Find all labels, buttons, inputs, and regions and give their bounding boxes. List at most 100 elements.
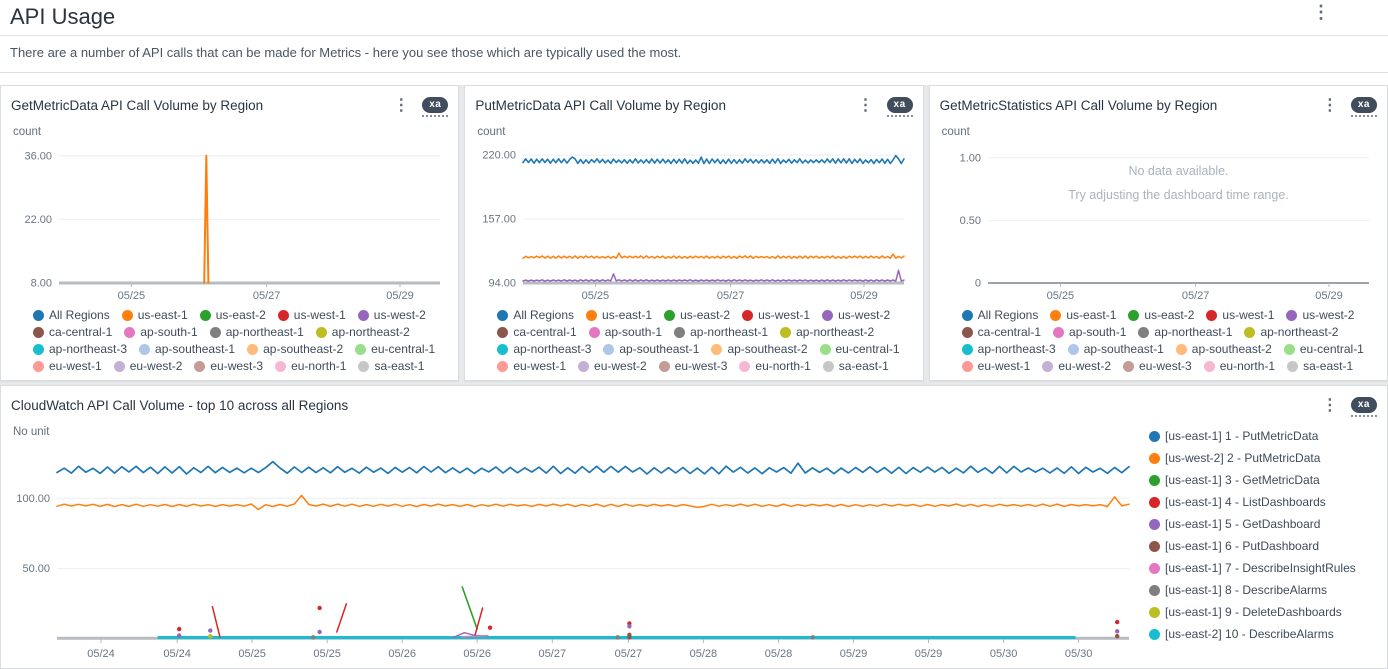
legend-item[interactable]: sa-east-1 <box>358 359 424 373</box>
legend-label: ca-central-1 <box>49 325 113 339</box>
legend-item[interactable]: eu-west-2 <box>1042 359 1111 373</box>
legend-item[interactable]: ap-northeast-1 <box>674 325 768 339</box>
legend-item[interactable]: ap-southeast-2 <box>1175 342 1272 356</box>
getmetricstatistics-chart[interactable]: 1.00 0.50 0 05/25 05/27 05/29 No data availabl… <box>940 141 1377 305</box>
legend-item[interactable]: [us-east-1] 4 - ListDashboards <box>1149 495 1326 509</box>
legend-color-dot <box>121 309 133 321</box>
legend-item[interactable]: eu-west-1 <box>497 359 566 373</box>
legend-color-dot <box>194 360 206 372</box>
legend-item[interactable]: ap-southeast-1 <box>139 342 235 356</box>
legend-color-dot <box>674 326 686 338</box>
legend-item[interactable]: us-west-2 <box>822 308 890 322</box>
legend-item[interactable]: us-west-1 <box>1206 308 1274 322</box>
legend-item[interactable]: us-west-1 <box>742 308 810 322</box>
top10-chart[interactable]: 100.00 50.00 05/24 05/24 05/25 05/25 05/26 05/2… <box>11 441 1141 663</box>
legend-label: eu-west-3 <box>1139 359 1192 373</box>
dashboard-menu-kebab-icon[interactable]: ⋮ <box>1312 2 1330 22</box>
legend-label: ap-south-1 <box>1069 325 1127 339</box>
legend-item[interactable]: [us-east-1] 9 - DeleteDashboards <box>1149 605 1342 619</box>
legend-item[interactable]: eu-central-1 <box>1283 342 1364 356</box>
legend-label: ap-northeast-1 <box>225 325 304 339</box>
legend-item[interactable]: eu-west-1 <box>961 359 1030 373</box>
legend-item[interactable]: ca-central-1 <box>961 325 1042 339</box>
legend-item[interactable]: eu-west-3 <box>194 359 263 373</box>
xa-badge[interactable]: xa <box>1350 97 1377 113</box>
legend-item[interactable]: [us-east-2] 10 - DescribeAlarms <box>1149 627 1334 641</box>
legend-item[interactable]: ap-south-1 <box>588 325 662 339</box>
legend-item[interactable]: sa-east-1 <box>1287 359 1353 373</box>
legend-color-dot <box>497 360 509 372</box>
legend-item[interactable]: ap-northeast-3 <box>33 342 127 356</box>
legend-item[interactable]: ca-central-1 <box>497 325 577 339</box>
xa-badge[interactable]: xa <box>1350 397 1377 413</box>
legend-item[interactable]: eu-west-2 <box>578 359 647 373</box>
legend-item[interactable]: ap-northeast-3 <box>961 342 1056 356</box>
xa-badge[interactable]: xa <box>886 97 913 113</box>
legend-item[interactable]: eu-central-1 <box>819 342 900 356</box>
getmetricdata-chart[interactable]: 36.00 22.00 8.00 05/25 05/27 05/29 <box>11 141 448 305</box>
chart-menu-kebab-icon[interactable]: ⋮ <box>1321 97 1338 114</box>
legend-color-dot <box>33 343 44 355</box>
legend-item[interactable]: ap-southeast-2 <box>711 342 808 356</box>
legend-item[interactable]: ap-southeast-1 <box>1067 342 1164 356</box>
legend-item[interactable]: ap-southeast-2 <box>247 342 343 356</box>
legend-label: ap-northeast-2 <box>796 325 875 339</box>
legend-item[interactable]: ap-northeast-1 <box>209 325 304 339</box>
legend-item[interactable]: [us-east-1] 8 - DescribeAlarms <box>1149 583 1327 597</box>
legend-item[interactable]: us-west-1 <box>277 308 346 322</box>
legend-label: eu-west-3 <box>674 359 728 373</box>
legend-item[interactable]: [us-east-1] 6 - PutDashboard <box>1149 539 1319 553</box>
legend-color-dot <box>588 326 600 338</box>
legend-item[interactable]: All Regions <box>33 308 110 322</box>
legend-item[interactable]: ap-southeast-1 <box>603 342 699 356</box>
legend-item[interactable]: us-east-2 <box>199 308 266 322</box>
legend-item[interactable]: us-east-2 <box>664 308 730 322</box>
legend-item[interactable]: sa-east-1 <box>822 359 889 373</box>
xa-badge[interactable]: xa <box>422 97 449 113</box>
legend-item[interactable]: us-west-2 <box>1286 308 1354 322</box>
legend-item[interactable]: us-west-2 <box>357 308 426 322</box>
legend-label: [us-west-2] 2 - PutMetricData <box>1165 451 1321 465</box>
legend-item[interactable]: eu-north-1 <box>1203 359 1275 373</box>
legend-color-dot <box>822 309 834 321</box>
legend-item[interactable]: us-east-1 <box>586 308 652 322</box>
legend-color-dot <box>822 360 834 372</box>
chart-menu-kebab-icon[interactable]: ⋮ <box>857 97 874 114</box>
legend-item[interactable]: us-east-2 <box>1128 308 1194 322</box>
legend-item[interactable]: us-east-1 <box>1050 308 1116 322</box>
chart-menu-kebab-icon[interactable]: ⋮ <box>393 97 410 114</box>
legend-item[interactable]: eu-north-1 <box>275 359 346 373</box>
legend-item[interactable]: [us-east-1] 7 - DescribeInsightRules <box>1149 561 1356 575</box>
legend-item[interactable]: ap-south-1 <box>1053 325 1126 339</box>
legend-item[interactable]: eu-west-3 <box>1123 359 1192 373</box>
legend-label: eu-central-1 <box>1299 342 1364 356</box>
legend-item[interactable]: ap-northeast-2 <box>1244 325 1338 339</box>
legend-item[interactable]: eu-west-2 <box>113 359 182 373</box>
legend-label: ca-central-1 <box>977 325 1042 339</box>
legend-item[interactable]: [us-west-2] 2 - PutMetricData <box>1149 451 1320 465</box>
legend-item[interactable]: ap-northeast-3 <box>497 342 591 356</box>
putmetricdata-chart[interactable]: 220.00 157.00 94.00 05/25 05/27 05/29 <box>475 141 912 305</box>
legend-item[interactable]: eu-west-1 <box>33 359 102 373</box>
legend-color-dot <box>1175 343 1187 355</box>
legend-item[interactable]: eu-north-1 <box>739 359 811 373</box>
legend-item[interactable]: ap-northeast-2 <box>315 325 410 339</box>
legend-item[interactable]: [us-east-1] 5 - GetDashboard <box>1149 517 1320 531</box>
legend-color-dot <box>247 343 259 355</box>
legend-color-dot <box>1128 309 1140 321</box>
legend-item[interactable]: eu-central-1 <box>355 342 435 356</box>
legend-item[interactable]: ap-south-1 <box>124 325 198 339</box>
legend-item[interactable]: us-east-1 <box>121 308 188 322</box>
chart-menu-kebab-icon[interactable]: ⋮ <box>1321 397 1338 414</box>
legend-color-dot <box>664 309 676 321</box>
svg-text:05/29: 05/29 <box>1315 290 1343 302</box>
legend-item[interactable]: [us-east-1] 3 - GetMetricData <box>1149 473 1320 487</box>
legend-item[interactable]: All Regions <box>497 308 574 322</box>
legend-item[interactable]: All Regions <box>961 308 1038 322</box>
legend-item[interactable]: [us-east-1] 1 - PutMetricData <box>1149 429 1318 443</box>
legend-item[interactable]: ca-central-1 <box>33 325 112 339</box>
svg-text:220.00: 220.00 <box>483 150 517 162</box>
legend-item[interactable]: ap-northeast-1 <box>1138 325 1232 339</box>
legend-item[interactable]: eu-west-3 <box>658 359 728 373</box>
legend-item[interactable]: ap-northeast-2 <box>780 325 874 339</box>
